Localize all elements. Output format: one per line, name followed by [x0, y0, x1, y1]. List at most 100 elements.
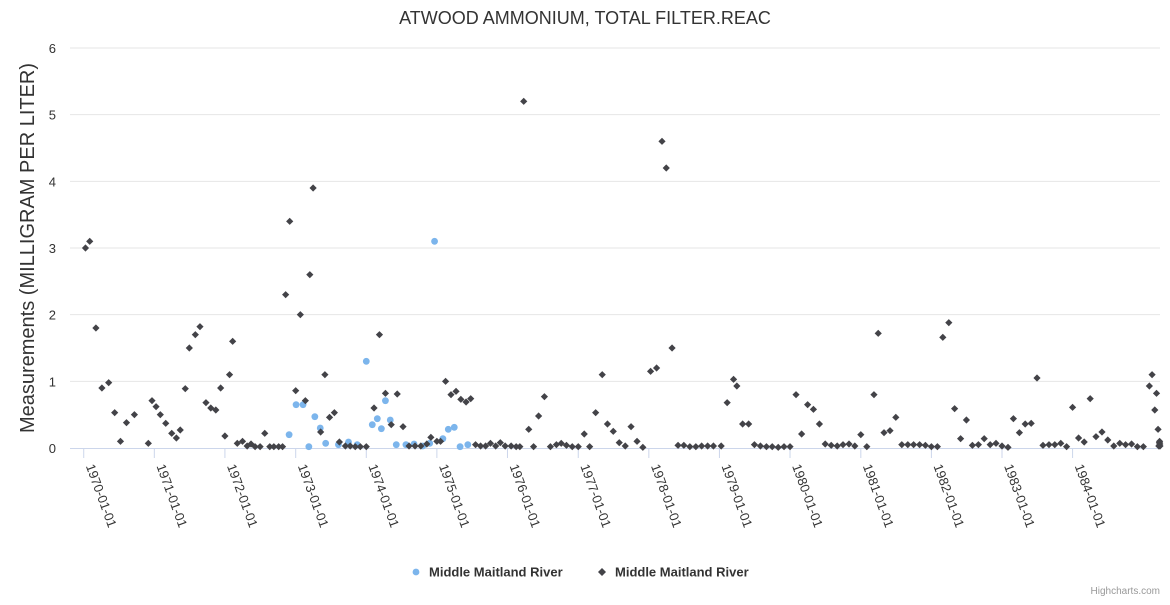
data-point[interactable] [1021, 420, 1029, 428]
data-point[interactable] [520, 97, 528, 105]
data-point[interactable] [633, 437, 641, 445]
data-point[interactable] [423, 440, 431, 448]
data-point[interactable] [535, 412, 543, 420]
data-point[interactable] [373, 415, 381, 423]
data-point[interactable] [217, 384, 225, 392]
data-point[interactable] [851, 442, 859, 450]
data-point[interactable] [1009, 415, 1018, 423]
data-point[interactable] [1148, 371, 1156, 379]
data-point[interactable] [148, 397, 156, 405]
data-point[interactable] [322, 439, 330, 447]
data-point[interactable] [152, 403, 160, 411]
data-point[interactable] [709, 442, 718, 450]
data-point[interactable] [411, 442, 419, 450]
data-point[interactable] [433, 437, 441, 445]
data-point[interactable] [512, 443, 520, 451]
data-point[interactable] [968, 441, 977, 449]
data-point[interactable] [898, 441, 906, 449]
data-point[interactable] [476, 442, 485, 450]
data-point[interactable] [417, 442, 425, 450]
data-point[interactable] [998, 442, 1006, 450]
data-point[interactable] [405, 442, 413, 450]
data-point[interactable] [962, 416, 971, 424]
data-point[interactable] [939, 333, 947, 341]
data-point[interactable] [341, 442, 350, 450]
data-point[interactable] [804, 401, 812, 409]
data-point[interactable] [370, 404, 378, 412]
data-point[interactable] [557, 439, 565, 447]
data-point[interactable] [317, 428, 325, 436]
data-point[interactable] [639, 443, 647, 451]
data-point[interactable] [431, 237, 438, 245]
data-point[interactable] [933, 443, 941, 451]
data-point[interactable] [392, 441, 400, 449]
data-point[interactable] [870, 391, 878, 399]
data-point[interactable] [1154, 425, 1162, 433]
data-point[interactable] [462, 398, 470, 406]
data-point[interactable] [238, 437, 247, 445]
data-point[interactable] [762, 443, 771, 451]
data-point[interactable] [1152, 389, 1161, 397]
data-point[interactable] [833, 442, 841, 450]
data-point[interactable] [750, 441, 759, 449]
data-point[interactable] [382, 397, 389, 405]
data-point[interactable] [375, 331, 384, 339]
data-point[interactable] [525, 425, 533, 433]
data-point[interactable] [546, 443, 555, 451]
data-point[interactable] [516, 443, 524, 451]
data-point[interactable] [1145, 382, 1153, 390]
data-point[interactable] [492, 442, 500, 450]
data-point[interactable] [723, 399, 731, 407]
data-point[interactable] [130, 411, 139, 419]
data-point[interactable] [301, 397, 309, 405]
data-point[interactable] [717, 442, 725, 450]
data-point[interactable] [452, 387, 460, 395]
data-point[interactable] [1080, 438, 1088, 446]
data-point[interactable] [450, 423, 458, 431]
data-point[interactable] [1033, 374, 1041, 382]
data-point[interactable] [1098, 428, 1106, 436]
data-point[interactable] [798, 430, 806, 438]
data-point[interactable] [674, 441, 682, 449]
data-point[interactable] [1004, 443, 1012, 451]
data-point[interactable] [191, 331, 199, 339]
data-point[interactable] [1027, 419, 1035, 427]
data-point[interactable] [615, 439, 623, 447]
data-point[interactable] [1074, 434, 1083, 442]
data-point[interactable] [974, 441, 982, 449]
data-point[interactable] [496, 439, 504, 447]
data-point[interactable] [111, 409, 119, 417]
data-point[interactable] [1057, 439, 1065, 447]
data-point[interactable] [857, 431, 865, 439]
data-point[interactable] [275, 443, 283, 451]
data-point[interactable] [261, 429, 269, 437]
data-point[interactable] [377, 425, 385, 433]
data-point[interactable] [399, 423, 407, 431]
data-point[interactable] [176, 426, 184, 434]
data-point[interactable] [444, 425, 452, 433]
data-point[interactable] [910, 441, 918, 449]
data-point[interactable] [562, 441, 571, 449]
data-point[interactable] [482, 442, 490, 450]
data-point[interactable] [1121, 441, 1130, 449]
data-point[interactable] [144, 439, 152, 447]
data-point[interactable] [81, 244, 90, 252]
data-point[interactable] [809, 405, 818, 413]
data-point[interactable] [309, 184, 317, 192]
data-point[interactable] [957, 435, 965, 443]
data-point[interactable] [646, 367, 655, 375]
data-point[interactable] [827, 441, 835, 449]
data-point[interactable] [368, 421, 376, 429]
data-point[interactable] [792, 391, 800, 399]
data-point[interactable] [296, 311, 304, 319]
data-point[interactable] [185, 344, 193, 352]
data-point[interactable] [568, 443, 576, 451]
data-point[interactable] [1051, 441, 1059, 449]
data-point[interactable] [285, 431, 293, 439]
data-point[interactable] [951, 405, 959, 413]
data-point[interactable] [904, 441, 912, 449]
data-point[interactable] [815, 420, 824, 428]
data-point[interactable] [786, 443, 794, 451]
data-point[interactable] [92, 324, 100, 332]
data-point[interactable] [356, 443, 364, 451]
